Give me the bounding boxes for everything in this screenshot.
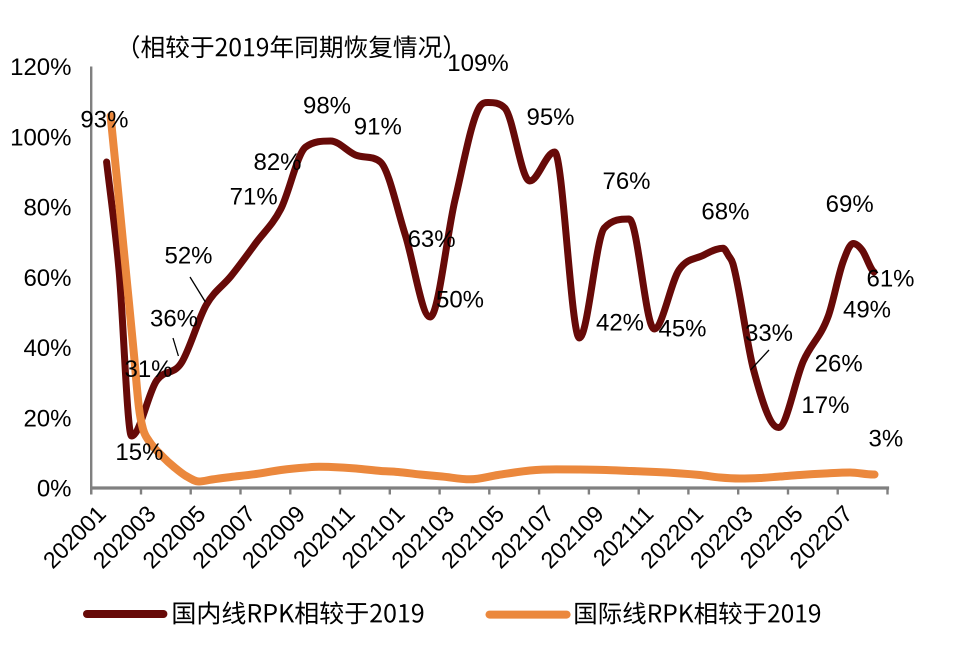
- svg-text:98%: 98%: [303, 93, 351, 120]
- svg-text:76%: 76%: [602, 168, 650, 195]
- svg-text:40%: 40%: [23, 335, 71, 362]
- svg-text:17%: 17%: [801, 392, 849, 419]
- svg-text:52%: 52%: [164, 243, 212, 270]
- svg-text:93%: 93%: [80, 107, 128, 134]
- svg-text:31%: 31%: [124, 356, 172, 383]
- svg-text:61%: 61%: [866, 265, 914, 292]
- svg-text:45%: 45%: [658, 315, 706, 342]
- svg-text:69%: 69%: [826, 191, 874, 218]
- svg-text:95%: 95%: [526, 104, 574, 131]
- svg-text:26%: 26%: [815, 351, 863, 378]
- svg-text:80%: 80%: [23, 195, 71, 222]
- svg-text:82%: 82%: [253, 149, 301, 176]
- svg-text:20%: 20%: [23, 405, 71, 432]
- svg-text:68%: 68%: [701, 199, 749, 226]
- svg-text:71%: 71%: [230, 184, 278, 211]
- svg-text:109%: 109%: [447, 50, 508, 77]
- svg-text:33%: 33%: [745, 320, 793, 347]
- svg-text:42%: 42%: [596, 310, 644, 337]
- svg-text:120%: 120%: [10, 54, 71, 81]
- svg-text:3%: 3%: [869, 426, 904, 453]
- svg-text:36%: 36%: [150, 306, 198, 333]
- svg-text:100%: 100%: [10, 124, 71, 151]
- svg-text:60%: 60%: [23, 265, 71, 292]
- svg-text:50%: 50%: [436, 287, 484, 314]
- svg-text:49%: 49%: [843, 297, 891, 324]
- svg-text:91%: 91%: [354, 114, 402, 141]
- svg-text:15%: 15%: [115, 439, 163, 466]
- svg-text:0%: 0%: [37, 476, 72, 503]
- svg-text:63%: 63%: [408, 226, 456, 253]
